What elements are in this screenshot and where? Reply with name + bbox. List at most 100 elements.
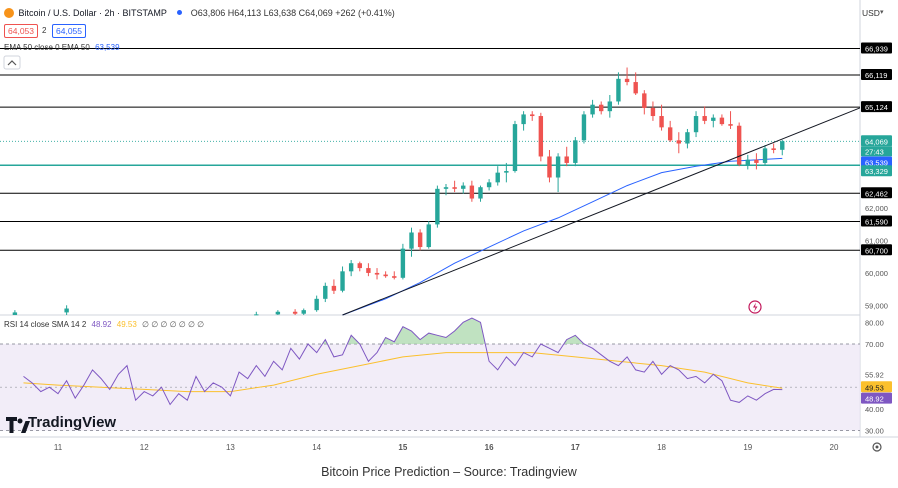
candle — [633, 72, 638, 95]
candle-body — [754, 159, 759, 163]
ema-50-line — [342, 157, 783, 316]
candle — [301, 308, 306, 315]
candle-body — [512, 124, 518, 172]
candle — [659, 104, 664, 131]
rsi-overbought-fill — [23, 318, 783, 344]
candle-body — [607, 101, 613, 112]
level-price-label-bg — [861, 215, 892, 227]
time-tick-label: 19 — [743, 443, 752, 452]
candle-body — [366, 268, 371, 273]
time-tick-label: 13 — [226, 443, 235, 452]
candle — [348, 260, 354, 277]
candle — [547, 150, 552, 183]
time-tick-label: 17 — [571, 443, 580, 452]
trendline[interactable] — [342, 107, 861, 316]
candle — [736, 122, 742, 167]
rsi-axis-tick-label-text: 70.00 — [865, 340, 884, 349]
candle — [711, 114, 716, 128]
ema-legend-text: EMA 50 close 0 EMA 50 — [4, 43, 90, 52]
countdown-bg — [861, 146, 892, 157]
level-price-label-text: 66,939 — [865, 44, 888, 53]
candle-body — [676, 140, 681, 144]
rsi-axis-tick-label-text: 80.00 — [865, 318, 884, 327]
rsi-axis-tick-label: 30.00 — [865, 427, 884, 436]
level-price-label-bg — [861, 187, 892, 199]
candle-body — [547, 156, 552, 178]
rsi-indicator-label[interactable]: RSI 14 close SMA 14 2 48.92 49.53 ∅ ∅ ∅ … — [4, 320, 204, 329]
candle — [719, 114, 725, 126]
candle — [771, 143, 776, 154]
candle — [762, 145, 768, 165]
ascending-trendline — [342, 107, 861, 316]
bitcoin-icon — [4, 8, 14, 18]
level-price-label: 65,124 — [861, 101, 892, 113]
candle-body — [667, 127, 673, 141]
symbol-title: Bitcoin / U.S. Dollar · 2h · BITSTAMP — [18, 8, 167, 18]
candle — [728, 111, 733, 129]
candle-body — [348, 263, 354, 272]
alert-icon[interactable] — [748, 300, 762, 314]
rsi-legend-extra: ∅ ∅ ∅ ∅ ∅ ∅ ∅ — [142, 320, 205, 329]
buy-button[interactable]: 64,055 — [52, 24, 86, 38]
price-tick-label: 62,000 — [865, 204, 888, 213]
chevron-down-icon[interactable]: ▾ — [880, 9, 884, 16]
candle — [599, 101, 604, 115]
level-price-label: 66,119 — [861, 68, 892, 80]
candle — [573, 137, 578, 167]
level-price-label-bg — [861, 68, 892, 80]
candle-body — [486, 182, 492, 188]
candle — [530, 111, 535, 121]
candle — [521, 111, 526, 131]
candle-body — [374, 272, 380, 275]
price-tick-label-text: 62,000 — [865, 204, 888, 213]
chart-canvas[interactable]: 66,93966,11965,12464,06927:4363,53963,32… — [0, 0, 898, 460]
time-axis[interactable]: 11 12 13 14 15 16 17 18 19 20 — [54, 443, 839, 452]
candle — [383, 271, 388, 278]
level-price-label-bg — [861, 244, 892, 256]
rsi-axis-tick-label-text: 55.92 — [865, 370, 884, 379]
time-tick-label: 11 — [54, 443, 63, 452]
candle-body — [301, 310, 306, 314]
candle-body — [443, 187, 449, 189]
ema-price-label-bg — [861, 156, 892, 168]
price-tick-label-text: 60,000 — [865, 269, 888, 278]
candle-body — [659, 116, 664, 128]
rsi-axis-tick-label: 55.92 — [865, 370, 884, 379]
candle — [555, 153, 561, 193]
rsi-axis-tick-label: 40.00 — [865, 405, 884, 414]
candle — [254, 311, 259, 316]
candle — [702, 106, 707, 125]
collapse-indicators-button[interactable] — [3, 55, 21, 70]
candle — [745, 154, 750, 170]
rsi-axis-value-label: 48.92 — [861, 392, 892, 404]
settings-gear-icon[interactable] — [872, 442, 882, 452]
level-price-label-text: 66,119 — [865, 71, 887, 80]
last-price-label: 64,069 — [861, 135, 892, 147]
candle-body — [426, 224, 431, 248]
candle — [452, 180, 457, 193]
symbol-header: Bitcoin / U.S. Dollar · 2h · BITSTAMP O6… — [4, 8, 395, 18]
candle — [486, 179, 492, 191]
level-price-label: 60,700 — [861, 244, 892, 256]
candle-body — [624, 78, 630, 83]
level-price-label-text: 65,124 — [865, 103, 888, 112]
candle-body — [693, 116, 699, 133]
sell-button[interactable]: 64,053 — [4, 24, 38, 38]
candle-body — [323, 285, 328, 299]
candle — [323, 282, 328, 303]
ema-indicator-label[interactable]: EMA 50 close 0 EMA 50 63,539 — [4, 43, 120, 52]
currency-label[interactable]: USD — [862, 8, 880, 18]
rsi-band-background — [0, 343, 860, 431]
price-tick-label-text: 61,000 — [865, 237, 888, 246]
rsi-legend-value: 48.92 — [91, 320, 112, 329]
candle-body — [762, 148, 768, 163]
candle — [357, 261, 362, 272]
tradingview-chart[interactable]: 66,939 66,119 65,124 64,069 27:43 63,539 63,32… — [0, 0, 898, 460]
candle-body — [633, 82, 638, 94]
candle-body — [564, 156, 569, 163]
candle — [495, 166, 500, 186]
candle — [564, 146, 569, 167]
candle-body — [461, 185, 466, 189]
